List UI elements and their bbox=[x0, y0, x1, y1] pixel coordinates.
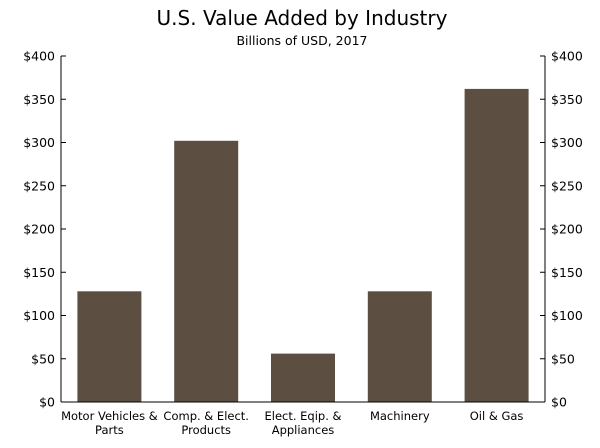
category-label: Elect. Eqip. & Appliances bbox=[264, 409, 341, 437]
bar-3 bbox=[367, 291, 432, 402]
category-label-line: Oil & Gas bbox=[470, 409, 524, 423]
left-tick-label: $400 bbox=[23, 49, 55, 64]
category-label: Machinery bbox=[370, 409, 430, 423]
category-label-line: Machinery bbox=[370, 409, 430, 423]
category-label-line: Parts bbox=[95, 423, 124, 437]
left-tick-label: $150 bbox=[23, 265, 55, 280]
left-tick-label: $300 bbox=[23, 135, 55, 150]
bar-4 bbox=[464, 88, 529, 403]
right-tick-label: $200 bbox=[551, 222, 583, 237]
category-label-line: Comp. & Elect. bbox=[163, 409, 249, 423]
right-tick-label: $350 bbox=[551, 92, 583, 107]
right-tick-label: $0 bbox=[551, 395, 567, 410]
left-tick-label: $350 bbox=[23, 92, 55, 107]
left-tick-label: $200 bbox=[23, 222, 55, 237]
category-label-line: Appliances bbox=[272, 423, 335, 437]
right-tick-label: $300 bbox=[551, 135, 583, 150]
left-tick-label: $50 bbox=[31, 351, 55, 366]
category-label-line: Motor Vehicles & bbox=[61, 409, 158, 423]
category-label: Motor Vehicles & Parts bbox=[61, 409, 158, 437]
left-tick-label: $100 bbox=[23, 308, 55, 323]
chart-title: U.S. Value Added by Industry bbox=[157, 6, 448, 30]
right-tick-label: $150 bbox=[551, 265, 583, 280]
category-label-line: Elect. Eqip. & bbox=[264, 409, 341, 423]
left-tick-label: $0 bbox=[39, 395, 55, 410]
right-tick-label: $50 bbox=[551, 351, 575, 366]
chart-subtitle: Billions of USD, 2017 bbox=[236, 33, 367, 48]
category-label: Oil & Gas bbox=[470, 409, 524, 423]
bar-2 bbox=[271, 353, 335, 402]
category-label-line: Products bbox=[181, 423, 231, 437]
right-tick-label: $400 bbox=[551, 49, 583, 64]
left-tick-label: $250 bbox=[23, 178, 55, 193]
category-label: Comp. & Elect. Products bbox=[163, 409, 249, 437]
bar-0 bbox=[77, 291, 142, 402]
right-tick-label: $250 bbox=[551, 178, 583, 193]
right-tick-label: $100 bbox=[551, 308, 583, 323]
bar-1 bbox=[174, 140, 239, 403]
